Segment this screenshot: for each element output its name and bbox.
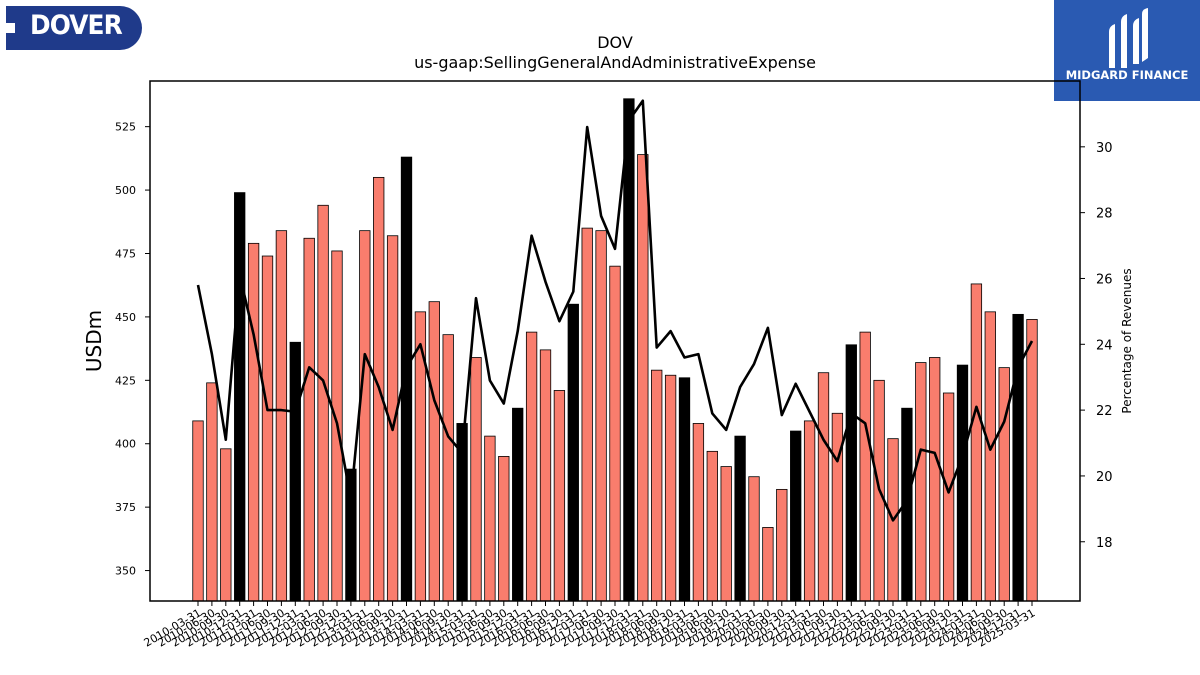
- bar: [567, 303, 579, 602]
- bar: [720, 466, 732, 602]
- bar: [956, 364, 969, 602]
- bar: [790, 430, 802, 602]
- bar: [428, 301, 440, 602]
- y-tick-label: 475: [115, 247, 136, 260]
- bar: [512, 407, 524, 602]
- dover-logo: DOVER: [6, 6, 142, 50]
- bar: [803, 420, 816, 602]
- bar: [623, 98, 635, 602]
- bar: [831, 412, 844, 602]
- bar: [498, 456, 510, 602]
- line-series: [196, 99, 1034, 522]
- dover-logo-notch: [6, 23, 15, 33]
- midgard-finance-logo: MIDGARD FINANCE: [1054, 0, 1200, 101]
- bar: [984, 311, 996, 602]
- y2-tick-label: 20: [1096, 470, 1113, 485]
- bar: [748, 476, 760, 602]
- x-axis: 2010-03-312010-06-302010-09-302010-12-31…: [142, 601, 1038, 650]
- bar: [942, 392, 955, 602]
- bar: [678, 377, 691, 602]
- bar: [1012, 313, 1024, 602]
- bar: [553, 390, 566, 602]
- right-y-axis: 18 20 22 24 26 28 30: [1080, 141, 1113, 551]
- bar: [261, 255, 274, 602]
- bar: [206, 382, 218, 602]
- bar: [275, 230, 288, 602]
- midgard-finance-logo-text: MIDGARD FINANCE: [1065, 68, 1189, 82]
- y-tick-label: 525: [115, 121, 136, 134]
- dover-logo-text: DOVER: [30, 10, 123, 41]
- bar: [192, 420, 204, 602]
- y2-axis-label: Percentage of Revenues: [1120, 268, 1134, 413]
- bar: [359, 230, 371, 602]
- y2-tick-label: 24: [1096, 338, 1113, 353]
- bar: [929, 357, 941, 602]
- bar: [970, 283, 983, 602]
- y-tick-label: 450: [115, 311, 136, 324]
- y-tick-label: 425: [115, 374, 136, 387]
- bar: [637, 154, 649, 602]
- y-tick-label: 400: [115, 438, 136, 451]
- y2-tick-label: 22: [1096, 404, 1113, 419]
- percentage-line: [196, 99, 1034, 522]
- y2-tick-label: 30: [1096, 141, 1113, 156]
- bar-series: [192, 98, 1038, 602]
- bar: [303, 237, 315, 602]
- bar: [289, 341, 301, 602]
- bar: [484, 435, 496, 602]
- bar: [845, 344, 857, 602]
- bar: [859, 331, 871, 602]
- bar: [442, 334, 454, 602]
- left-y-axis: 350 375 400 425 450 475 500 525: [115, 121, 150, 578]
- bar: [651, 369, 663, 602]
- bar: [915, 362, 927, 602]
- y-tick-label: 500: [115, 184, 136, 197]
- bar: [762, 527, 774, 602]
- bar: [706, 450, 718, 602]
- bar: [220, 448, 232, 602]
- midgard-finance-mark-icon: [1109, 8, 1148, 68]
- y-tick-label: 350: [115, 565, 136, 578]
- bar: [234, 192, 246, 602]
- bar: [525, 331, 538, 602]
- y-tick-label: 375: [115, 501, 136, 514]
- bar: [247, 242, 260, 602]
- bar: [734, 435, 746, 602]
- bar: [692, 423, 705, 602]
- bar: [609, 265, 621, 602]
- bar: [317, 204, 329, 602]
- y2-tick-label: 26: [1096, 272, 1113, 287]
- bar: [470, 357, 482, 602]
- y2-tick-label: 18: [1096, 536, 1113, 551]
- y2-tick-label: 28: [1096, 207, 1113, 222]
- bar: [664, 374, 677, 602]
- chart-title: DOV: [597, 33, 633, 52]
- bar: [581, 227, 593, 602]
- bar: [817, 372, 830, 602]
- bar: [539, 349, 552, 602]
- chart-subtitle: us-gaap:SellingGeneralAndAdministrativeE…: [414, 53, 816, 72]
- bar: [776, 488, 788, 602]
- bar: [595, 230, 607, 602]
- y-axis-label: USDm: [82, 310, 106, 372]
- bar: [1026, 319, 1038, 602]
